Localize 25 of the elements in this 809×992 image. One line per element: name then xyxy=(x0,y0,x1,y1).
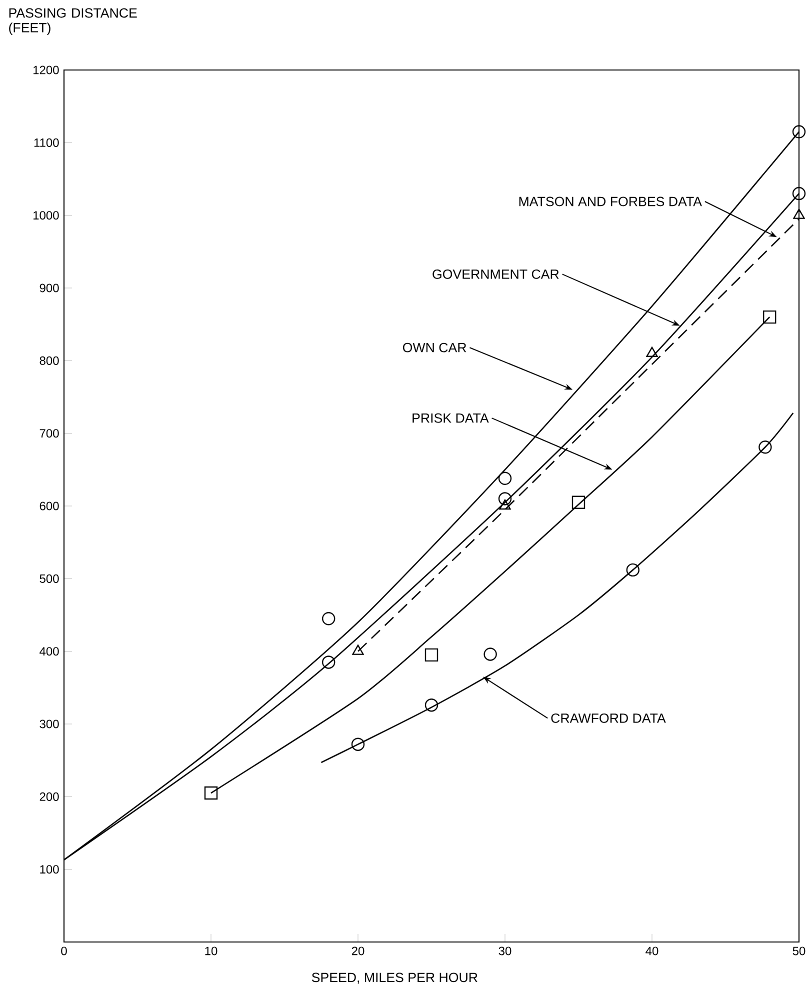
y-axis-title: PASSING DISTANCE (FEET) xyxy=(9,8,137,35)
y-tick-label: 100 xyxy=(40,865,59,874)
y-tick-label: 1000 xyxy=(34,211,59,220)
y-tick-label: 1200 xyxy=(34,66,59,74)
annotation: CRAWFORD DATA xyxy=(551,713,666,723)
y-tick-label: 300 xyxy=(40,720,59,728)
y-tick-label: 200 xyxy=(40,792,59,801)
annotation: GOVERNMENT CAR xyxy=(432,269,559,279)
x-tick-label: 50 xyxy=(792,946,806,956)
annotation: PRISK DATA xyxy=(412,413,489,423)
y-tick-label: 400 xyxy=(40,647,59,656)
x-tick-label: 10 xyxy=(205,946,218,956)
x-tick-label: 0 xyxy=(61,946,67,956)
x-tick-label: 40 xyxy=(646,946,658,956)
x-tick-label: 20 xyxy=(352,946,364,956)
y-tick-label: 1100 xyxy=(34,138,59,147)
annotation: MATSON AND FORBES DATA xyxy=(519,196,702,206)
y-tick-label: 700 xyxy=(40,429,59,438)
y-tick-label: 600 xyxy=(40,502,59,510)
x-tick-label: 30 xyxy=(498,946,512,956)
annotation: OWN CAR xyxy=(402,342,466,352)
y-tick-label: 900 xyxy=(40,284,59,292)
x-axis-title: SPEED, MILES PER HOUR xyxy=(312,972,478,984)
y-tick-label: 800 xyxy=(40,356,59,365)
y-tick-label: 500 xyxy=(40,574,59,583)
